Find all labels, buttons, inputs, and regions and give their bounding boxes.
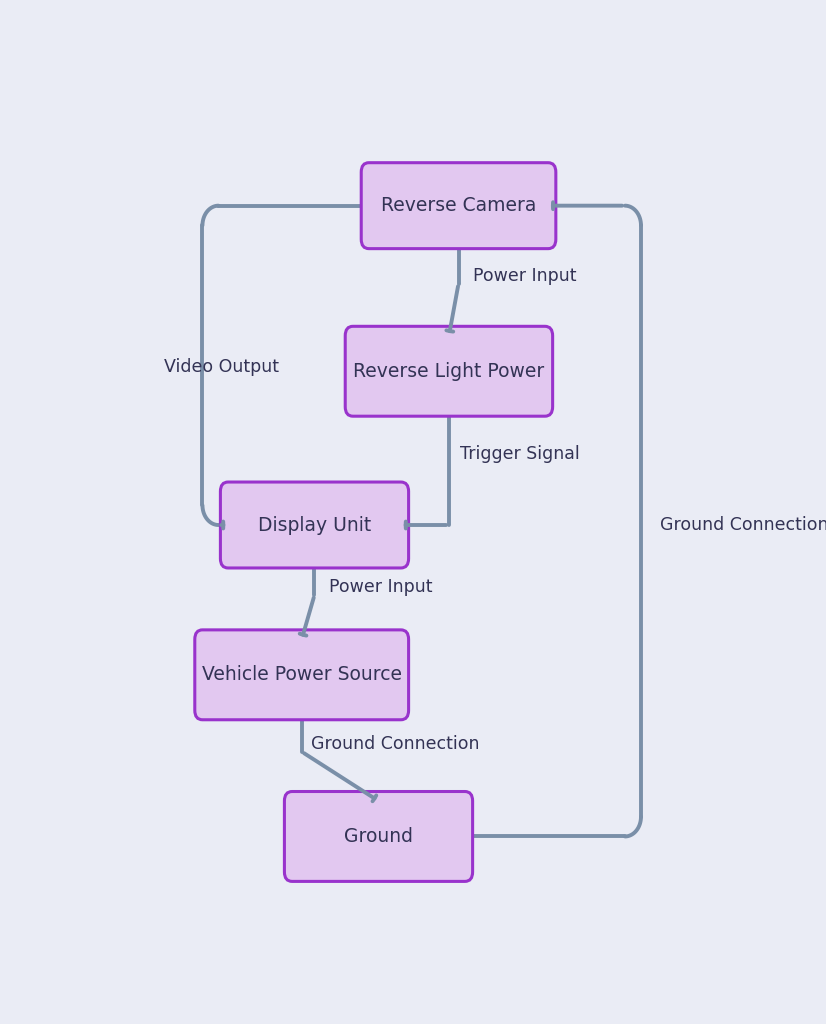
Text: Reverse Camera: Reverse Camera bbox=[381, 197, 536, 215]
Text: Vehicle Power Source: Vehicle Power Source bbox=[202, 666, 401, 684]
FancyBboxPatch shape bbox=[195, 630, 409, 720]
Text: Power Input: Power Input bbox=[472, 266, 576, 285]
Text: Power Input: Power Input bbox=[329, 579, 432, 596]
Text: Ground: Ground bbox=[344, 827, 413, 846]
FancyBboxPatch shape bbox=[284, 792, 472, 882]
FancyBboxPatch shape bbox=[345, 327, 553, 416]
Text: Display Unit: Display Unit bbox=[258, 515, 371, 535]
Text: Ground Connection: Ground Connection bbox=[311, 735, 480, 753]
Text: Video Output: Video Output bbox=[164, 358, 279, 376]
FancyBboxPatch shape bbox=[221, 482, 409, 568]
Text: Trigger Signal: Trigger Signal bbox=[460, 445, 580, 463]
Text: Reverse Light Power: Reverse Light Power bbox=[354, 361, 544, 381]
Text: Ground Connection: Ground Connection bbox=[660, 516, 826, 534]
FancyBboxPatch shape bbox=[361, 163, 556, 249]
